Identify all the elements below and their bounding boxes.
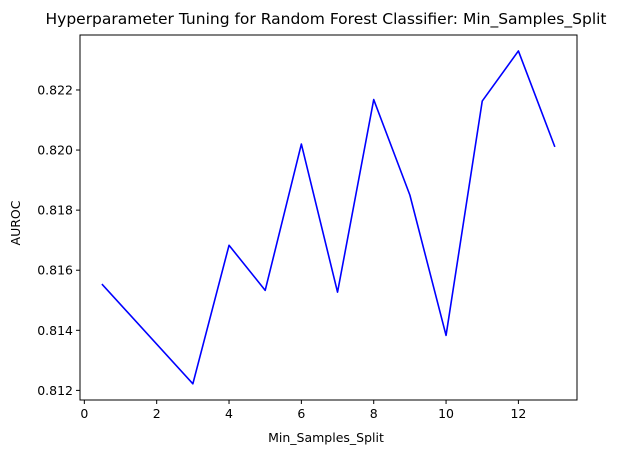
y-tick-label: 0.812 bbox=[37, 383, 73, 398]
x-tick-label: 2 bbox=[153, 406, 161, 421]
x-tick-label: 4 bbox=[225, 406, 233, 421]
y-axis-label: AUROC bbox=[8, 200, 23, 245]
y-tick-label: 0.820 bbox=[37, 143, 73, 158]
x-tick-label: 0 bbox=[80, 406, 88, 421]
y-tick-label: 0.816 bbox=[37, 263, 73, 278]
plot-area: 0 2 4 6 8 10 12 0.812 0.814 0.816 0.818 0.820 0.822 bbox=[37, 34, 578, 421]
series-line-0 bbox=[101, 50, 556, 385]
y-tick-label: 0.814 bbox=[37, 323, 73, 338]
y-tick-label: 0.822 bbox=[37, 82, 73, 97]
x-axis-label: Min_Samples_Split bbox=[268, 430, 384, 445]
x-tick-label: 12 bbox=[510, 406, 526, 421]
y-tick-label: 0.818 bbox=[37, 203, 73, 218]
axes-frame bbox=[79, 34, 578, 401]
x-tick-label: 8 bbox=[370, 406, 378, 421]
x-tick-label: 6 bbox=[297, 406, 305, 421]
chart-title: Hyperparameter Tuning for Random Forest … bbox=[45, 10, 606, 29]
x-tick-label: 10 bbox=[438, 406, 454, 421]
